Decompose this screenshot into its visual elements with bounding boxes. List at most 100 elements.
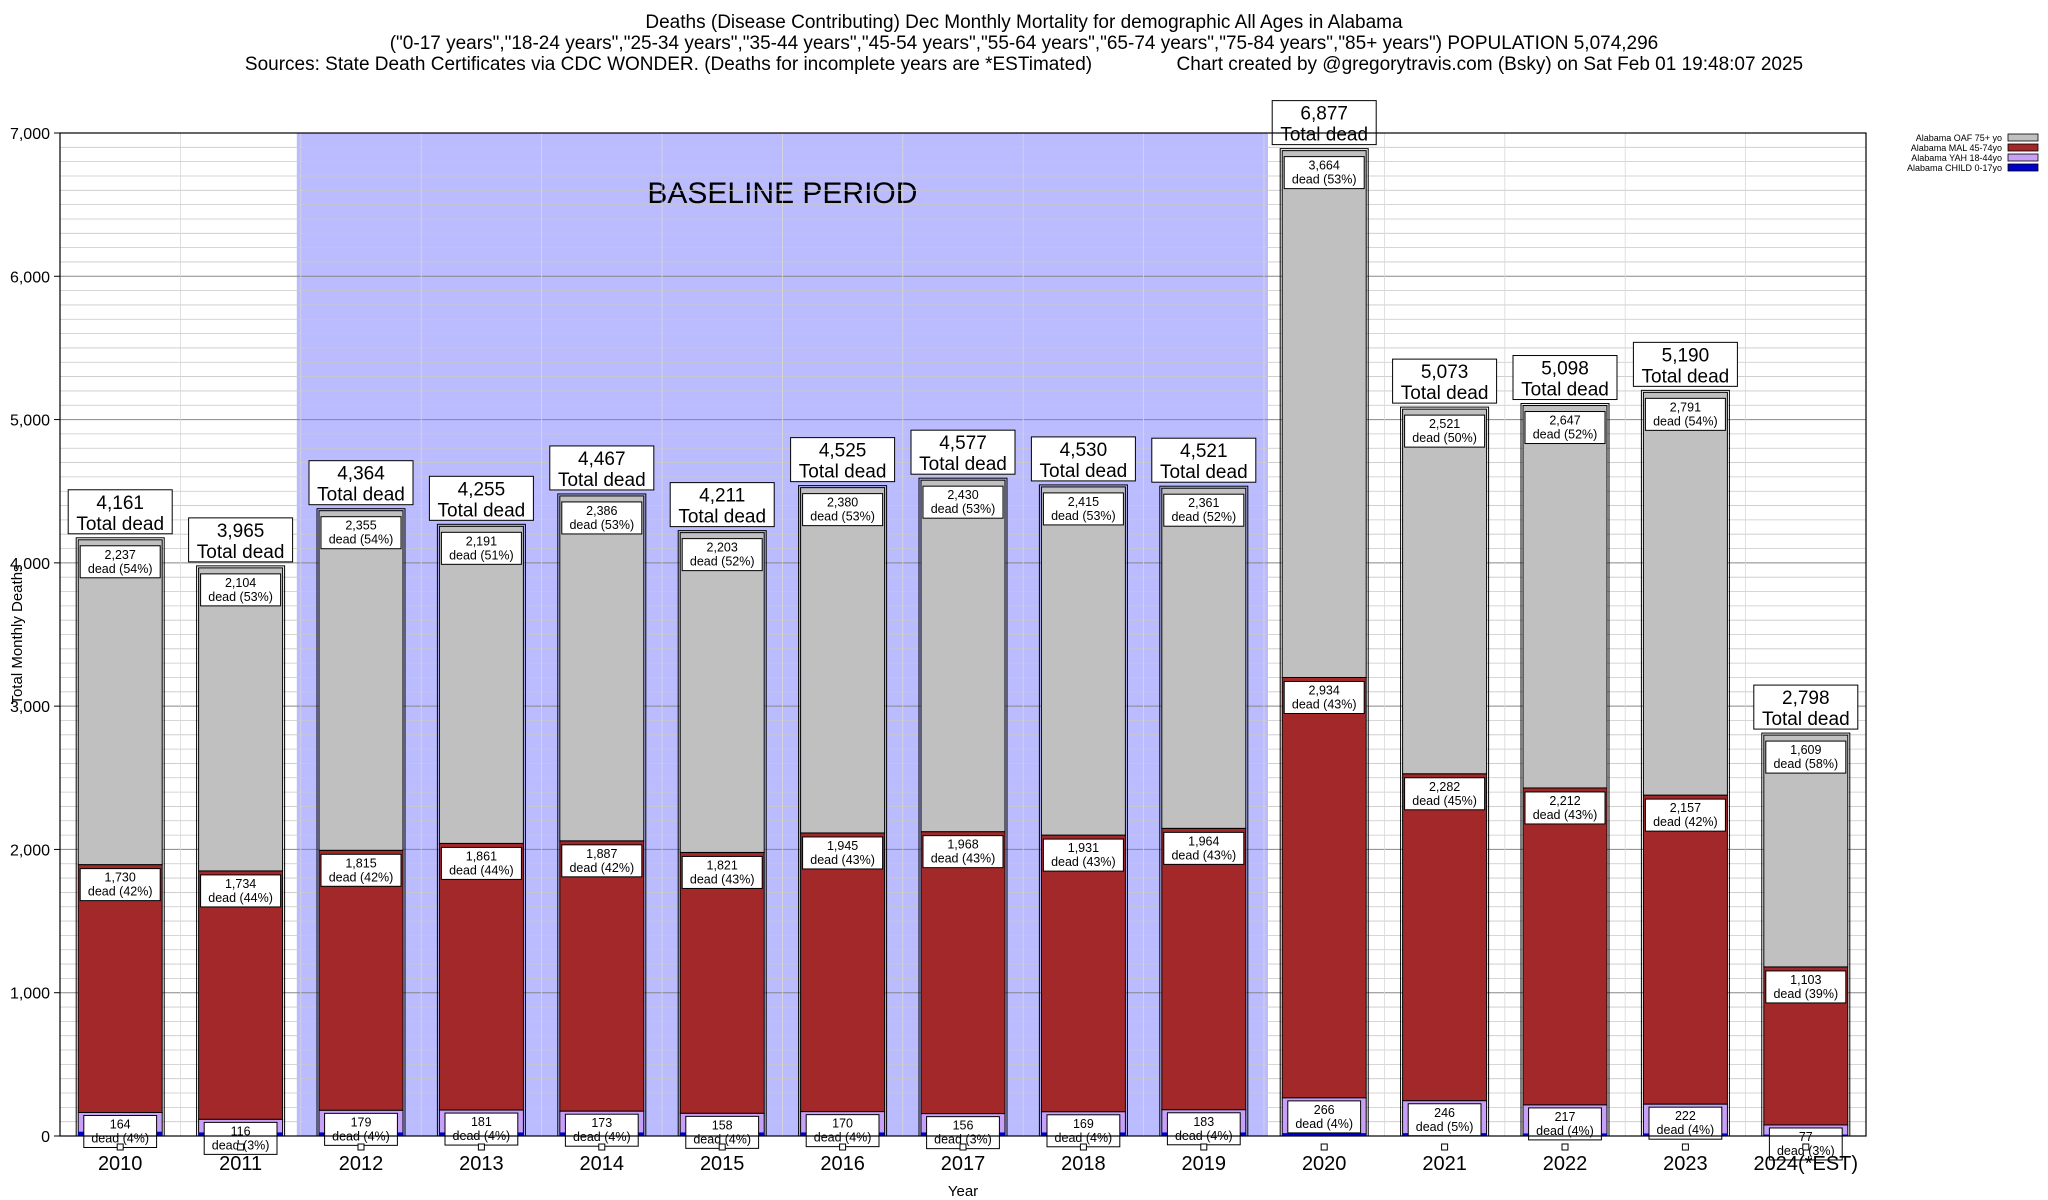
label-mal-value: 1,734 [225, 877, 256, 891]
bar-segment-mal [318, 849, 404, 1111]
total-label-value: 4,577 [939, 433, 987, 454]
bar-segment-oaf [318, 510, 404, 851]
total-label-value: 4,211 [699, 486, 745, 507]
label-mal-box [802, 836, 884, 870]
bar-segment-mal [77, 864, 163, 1114]
total-label-value: 4,161 [96, 493, 144, 514]
x-tick-label: 2016 [820, 1153, 865, 1175]
total-label-box [1632, 341, 1738, 387]
label-mal-box [1765, 970, 1847, 1004]
bar-segment-mal [438, 842, 524, 1111]
label-yah-value: 179 [351, 1115, 372, 1129]
total-label-value: 5,190 [1662, 345, 1710, 366]
child-marker [1681, 1143, 1689, 1151]
total-label-value: 4,364 [337, 464, 385, 485]
label-mal-value: 1,964 [1188, 834, 1219, 848]
legend-swatch [2007, 163, 2039, 172]
bar-segment-mal [679, 851, 765, 1114]
label-yah-value: 158 [712, 1118, 733, 1132]
label-mal-box [1644, 798, 1726, 832]
label-yah-box [1528, 1107, 1602, 1141]
total-label-text: Total dead [799, 462, 887, 483]
label-mal-box [1283, 680, 1365, 714]
label-oaf-box [1765, 740, 1847, 774]
label-yah-pct: dead (4%) [1536, 1124, 1594, 1138]
label-mal-box [1163, 831, 1245, 865]
child-marker [1802, 1143, 1810, 1151]
label-yah-box [1407, 1103, 1482, 1137]
label-oaf-box [802, 493, 884, 527]
label-oaf-value: 2,380 [827, 496, 858, 510]
x-tick-label: 2020 [1302, 1153, 1347, 1175]
label-yah-value: 266 [1314, 1103, 1335, 1117]
bar-segment-mal [920, 831, 1006, 1115]
label-oaf-value: 2,521 [1429, 417, 1460, 431]
child-marker [839, 1143, 847, 1151]
label-mal-pct: dead (44%) [208, 891, 273, 905]
label-mal-pct: dead (39%) [1773, 987, 1838, 1001]
label-oaf-box [1524, 411, 1606, 445]
total-label-box [1753, 684, 1859, 730]
label-oaf-value: 3,664 [1309, 159, 1340, 173]
label-oaf-pct: dead (53%) [810, 510, 875, 524]
label-mal-pct: dead (44%) [449, 863, 514, 877]
x-tick-label: 2023 [1663, 1153, 1708, 1175]
label-oaf-value: 2,415 [1068, 495, 1099, 509]
total-label-text: Total dead [1160, 462, 1248, 483]
label-mal-value: 1,821 [707, 858, 738, 872]
bar-segment-child [1282, 1133, 1367, 1136]
label-oaf-pct: dead (58%) [1773, 757, 1838, 771]
label-oaf-value: 2,361 [1188, 496, 1219, 510]
label-yah-pct: dead (4%) [91, 1132, 149, 1146]
child-marker [237, 1143, 245, 1151]
y-tick-label: 5,000 [10, 413, 50, 430]
legend-label: Alabama YAH 18-44yo [1911, 153, 2002, 163]
total-label-text: Total dead [1401, 383, 1489, 404]
label-oaf-box [1283, 156, 1365, 190]
label-yah-pct: dead (5%) [1416, 1120, 1474, 1134]
x-tick-label: 2017 [941, 1153, 986, 1175]
chart-title: Deaths (Disease Contributing) Dec Monthl… [645, 12, 1403, 33]
child-marker [1561, 1143, 1569, 1151]
label-oaf-pct: dead (53%) [208, 590, 273, 604]
total-label-value: 4,525 [819, 441, 867, 462]
label-oaf-pct: dead (54%) [88, 562, 153, 576]
label-yah-pct: dead (4%) [814, 1131, 872, 1145]
total-label-box [188, 517, 294, 563]
x-tick-label: 2021 [1422, 1153, 1467, 1175]
label-oaf-pct: dead (53%) [1292, 173, 1357, 187]
total-label-box [308, 460, 414, 506]
label-yah-value: 183 [1193, 1115, 1214, 1129]
label-oaf-pct: dead (53%) [931, 502, 996, 516]
label-yah-value: 222 [1675, 1109, 1696, 1123]
total-label-text: Total dead [919, 454, 1007, 475]
label-oaf-pct: dead (54%) [329, 533, 394, 547]
label-oaf-pct: dead (53%) [1051, 509, 1116, 523]
label-oaf-value: 2,386 [586, 504, 617, 518]
x-tick-label: 2022 [1543, 1153, 1588, 1175]
label-mal-pct: dead (43%) [1292, 697, 1357, 711]
label-mal-value: 2,212 [1549, 794, 1580, 808]
child-marker [1320, 1143, 1328, 1151]
bar-segment-mal [1281, 676, 1367, 1099]
y-tick-label: 7,000 [10, 126, 50, 143]
label-oaf-value: 1,609 [1790, 743, 1821, 757]
total-label-box [910, 429, 1016, 475]
x-axis-label: Year [948, 1183, 978, 1200]
child-marker [959, 1143, 967, 1151]
label-mal-pct: dead (42%) [1653, 815, 1718, 829]
label-oaf-box [922, 485, 1004, 519]
total-label-box [1151, 437, 1257, 483]
label-mal-value: 2,282 [1429, 780, 1460, 794]
y-tick-label: 4,000 [10, 556, 50, 573]
label-mal-pct: dead (43%) [690, 872, 755, 886]
bar-segment-mal [800, 832, 886, 1113]
label-mal-box [440, 846, 522, 880]
label-mal-pct: dead (45%) [1412, 794, 1477, 808]
total-label-value: 4,530 [1060, 440, 1108, 461]
total-label-text: Total dead [678, 507, 766, 528]
label-mal-box [1524, 791, 1606, 825]
child-marker [598, 1143, 606, 1151]
label-oaf-value: 2,191 [466, 534, 497, 548]
legend-swatch [2007, 133, 2039, 142]
